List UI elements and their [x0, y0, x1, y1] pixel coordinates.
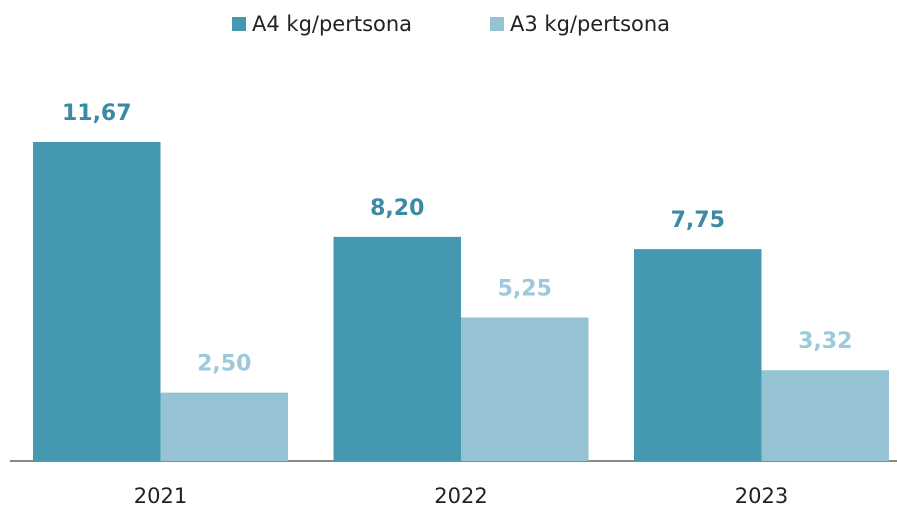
bar [634, 249, 762, 461]
bar [761, 370, 889, 461]
legend-swatch [490, 17, 504, 31]
bar [333, 236, 461, 461]
bar [461, 317, 589, 461]
value-label: 11,67 [62, 101, 132, 126]
value-label: 3,32 [798, 329, 852, 354]
x-tick-label: 2022 [434, 484, 487, 508]
legend-swatch [232, 17, 246, 31]
value-label: 8,20 [370, 196, 424, 221]
value-label: 2,50 [197, 352, 251, 377]
value-label: 7,75 [671, 208, 725, 233]
legend-label: A4 kg/pertsona [252, 12, 412, 36]
x-tick-label: 2021 [134, 484, 187, 508]
bar [33, 142, 161, 461]
value-label: 5,25 [498, 276, 552, 301]
bar [160, 392, 288, 461]
x-tick-label: 2023 [735, 484, 788, 508]
legend-label: A3 kg/pertsona [510, 12, 670, 36]
